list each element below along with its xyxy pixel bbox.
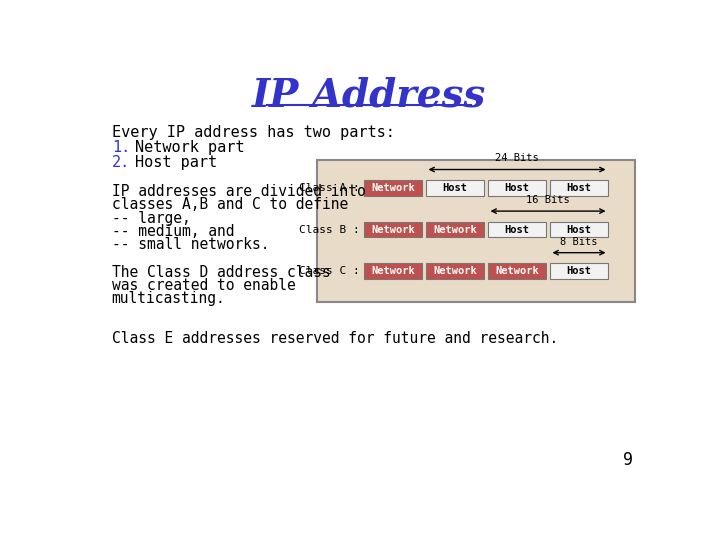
Text: Class E addresses reserved for future and research.: Class E addresses reserved for future an… (112, 330, 558, 346)
Text: Host: Host (443, 183, 467, 193)
Bar (364, 264, 423, 279)
Bar (549, 264, 608, 279)
Text: 9: 9 (623, 451, 632, 469)
Text: 1.: 1. (112, 140, 130, 156)
Text: IP Address: IP Address (252, 77, 486, 114)
Text: Host: Host (505, 225, 529, 234)
Text: Network: Network (371, 183, 415, 193)
Bar (364, 222, 423, 237)
Text: IP addresses are divided into: IP addresses are divided into (112, 184, 366, 199)
Text: Class A :: Class A : (299, 183, 360, 193)
Text: -- medium, and: -- medium, and (112, 224, 234, 239)
Bar (426, 222, 485, 237)
Bar (549, 222, 608, 237)
Text: Host: Host (567, 183, 592, 193)
Bar (364, 180, 423, 195)
Text: The Class D address class: The Class D address class (112, 265, 330, 280)
Bar (426, 264, 485, 279)
Text: multicasting.: multicasting. (112, 292, 225, 306)
Text: Host: Host (567, 225, 592, 234)
Text: Host: Host (505, 183, 529, 193)
Text: 24 Bits: 24 Bits (495, 153, 539, 164)
Bar (487, 180, 546, 195)
Text: 2.: 2. (112, 155, 130, 170)
Text: Class B :: Class B : (299, 225, 360, 234)
Text: classes A,B and C to define: classes A,B and C to define (112, 198, 348, 212)
Text: Network part: Network part (135, 140, 245, 156)
Text: Network: Network (433, 225, 477, 234)
Text: Host: Host (567, 266, 592, 276)
Bar (317, 159, 635, 302)
Text: Network: Network (371, 266, 415, 276)
Bar (549, 180, 608, 195)
Text: -- small networks.: -- small networks. (112, 237, 269, 252)
Text: 8 Bits: 8 Bits (560, 237, 598, 247)
Text: Host part: Host part (135, 155, 217, 170)
Text: Every IP address has two parts:: Every IP address has two parts: (112, 125, 395, 140)
Bar (487, 264, 546, 279)
Text: 16 Bits: 16 Bits (526, 195, 570, 205)
Text: Network: Network (433, 266, 477, 276)
Bar (487, 222, 546, 237)
Text: -- large,: -- large, (112, 211, 191, 226)
Bar (426, 180, 485, 195)
Text: was created to enable: was created to enable (112, 278, 295, 293)
Text: Class C :: Class C : (299, 266, 360, 276)
Text: Network: Network (371, 225, 415, 234)
Text: Network: Network (495, 266, 539, 276)
